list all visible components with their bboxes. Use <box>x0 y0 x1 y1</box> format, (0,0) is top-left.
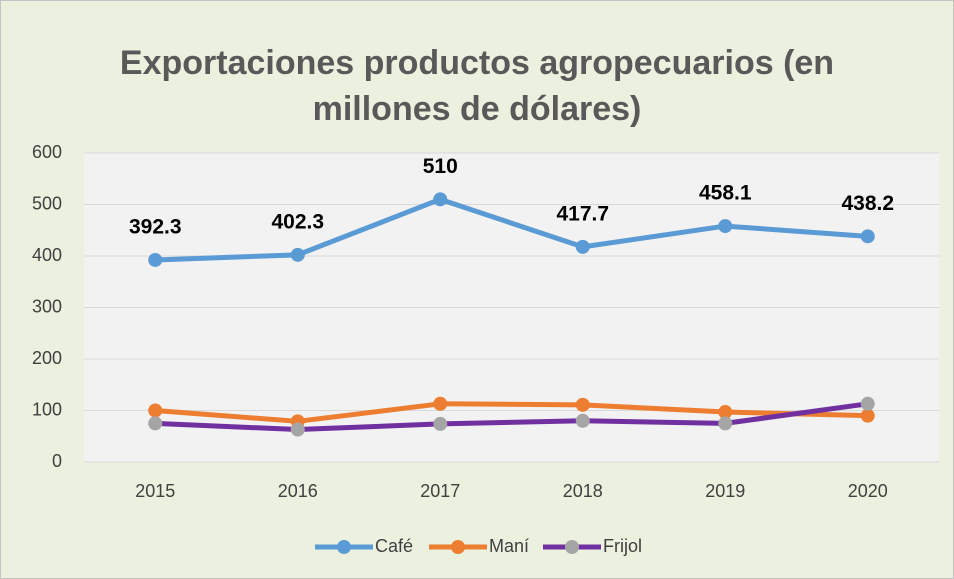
data-point <box>718 416 733 431</box>
data-point <box>290 422 305 437</box>
data-point <box>575 239 590 254</box>
y-tick-label: 200 <box>32 348 62 368</box>
x-tick-label: 2016 <box>278 481 318 501</box>
data-point <box>860 229 875 244</box>
data-point <box>290 247 305 262</box>
y-tick-label: 0 <box>52 451 62 471</box>
data-point <box>860 408 875 423</box>
legend-label: Frijol <box>603 536 642 556</box>
data-label: 438.2 <box>841 192 894 215</box>
series-line <box>155 196 868 263</box>
x-tick-label: 2018 <box>563 481 603 501</box>
data-label: 417.7 <box>556 202 609 225</box>
data-point <box>148 416 163 431</box>
legend-marker <box>337 540 351 554</box>
legend-label: Maní <box>489 536 529 556</box>
data-point <box>433 396 448 411</box>
series-line <box>155 401 868 424</box>
data-point <box>860 396 875 411</box>
data-point <box>575 413 590 428</box>
series-line <box>155 401 869 433</box>
y-tick-label: 400 <box>32 245 62 265</box>
data-label: 458.1 <box>699 182 752 205</box>
data-label: 510 <box>423 155 458 178</box>
y-tick-label: 100 <box>32 399 62 419</box>
data-point <box>148 403 163 418</box>
x-tick-label: 2020 <box>848 481 888 501</box>
x-tick-label: 2019 <box>705 481 745 501</box>
data-point <box>433 416 448 431</box>
chart-title: Exportaciones productos agropecuarios (e… <box>119 44 835 128</box>
data-point <box>575 397 590 412</box>
legend-marker <box>451 540 465 554</box>
data-point <box>148 252 163 267</box>
y-tick-label: 600 <box>32 142 62 162</box>
data-point <box>718 405 733 420</box>
data-label: 402.3 <box>271 210 324 233</box>
data-point <box>718 219 733 234</box>
x-tick-label: 2015 <box>135 481 175 501</box>
legend-marker <box>565 540 579 554</box>
legend-label: Café <box>375 536 413 556</box>
x-tick-label: 2017 <box>420 481 460 501</box>
y-tick-label: 300 <box>32 296 62 316</box>
data-point <box>433 192 448 207</box>
data-label: 392.3 <box>129 216 182 239</box>
y-tick-label: 500 <box>32 193 62 213</box>
